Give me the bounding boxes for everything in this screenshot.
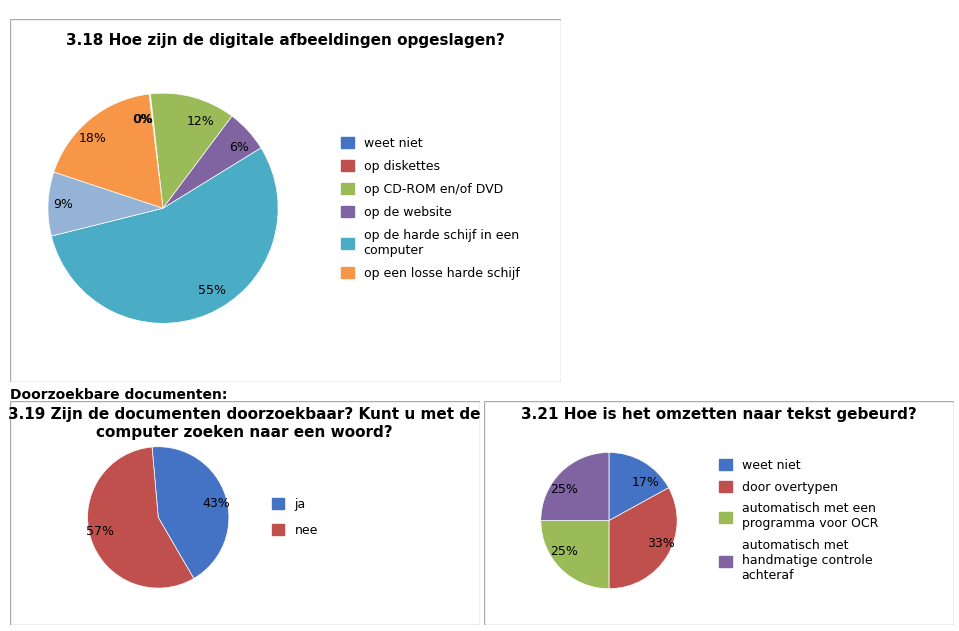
Text: 55%: 55% (198, 285, 225, 297)
Text: 33%: 33% (647, 536, 675, 550)
Text: 0%: 0% (132, 112, 152, 126)
Text: 6%: 6% (229, 141, 249, 154)
Wedge shape (87, 447, 194, 588)
Wedge shape (48, 172, 163, 236)
Wedge shape (541, 521, 609, 589)
Text: 25%: 25% (550, 545, 577, 558)
Wedge shape (541, 452, 609, 521)
Text: 0%: 0% (133, 112, 152, 126)
Text: 9%: 9% (54, 198, 73, 211)
Text: Doorzoekbare documenten:: Doorzoekbare documenten: (10, 388, 227, 402)
Legend: weet niet, op diskettes, op CD-ROM en/of DVD, op de website, op de harde schijf : weet niet, op diskettes, op CD-ROM en/of… (337, 132, 525, 285)
Wedge shape (152, 447, 229, 579)
Text: 12%: 12% (187, 115, 215, 128)
FancyBboxPatch shape (10, 19, 561, 382)
Wedge shape (52, 148, 278, 323)
Legend: ja, nee: ja, nee (267, 493, 323, 541)
Text: 3.18 Hoe zijn de digitale afbeeldingen opgeslagen?: 3.18 Hoe zijn de digitale afbeeldingen o… (66, 33, 504, 49)
Legend: weet niet, door overtypen, automatisch met een
programma voor OCR, automatisch m: weet niet, door overtypen, automatisch m… (714, 454, 883, 587)
Text: 3.21 Hoe is het omzetten naar tekst gebeurd?: 3.21 Hoe is het omzetten naar tekst gebe… (522, 408, 917, 422)
Wedge shape (54, 94, 163, 208)
Text: 25%: 25% (550, 483, 577, 496)
Wedge shape (149, 94, 163, 208)
Wedge shape (163, 116, 261, 208)
Text: 43%: 43% (202, 497, 230, 510)
Wedge shape (609, 488, 677, 589)
Text: 18%: 18% (79, 133, 106, 145)
Text: 57%: 57% (86, 525, 114, 538)
Text: 17%: 17% (632, 476, 660, 489)
Wedge shape (151, 93, 232, 208)
FancyBboxPatch shape (484, 401, 954, 625)
FancyBboxPatch shape (10, 401, 479, 625)
Text: 3.19 Zijn de documenten doorzoekbaar? Kunt u met de
computer zoeken naar een woo: 3.19 Zijn de documenten doorzoekbaar? Ku… (9, 408, 480, 440)
Wedge shape (150, 94, 163, 208)
Wedge shape (609, 452, 668, 521)
